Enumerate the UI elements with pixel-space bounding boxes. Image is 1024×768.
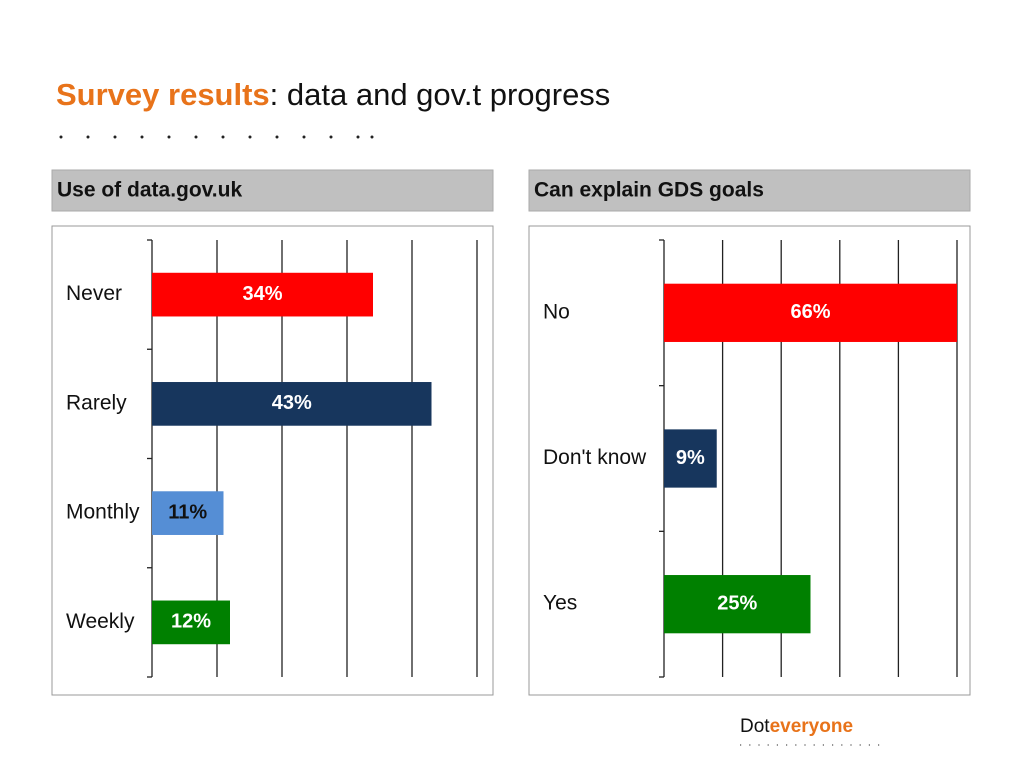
bars (152, 272, 432, 645)
chart: Can explain GDS goals No 66% Don't know 9% Ye… (528, 169, 971, 696)
category-label: Yes (543, 592, 577, 615)
title-dots (59, 135, 374, 139)
chart-header (51, 169, 494, 212)
category-label: Never (66, 282, 122, 305)
value-label: 11% (168, 501, 207, 523)
chart-title: Use of data.gov.uk (57, 179, 242, 202)
bar (664, 283, 957, 342)
title-rest: : data and gov.t progress (270, 77, 611, 112)
chart-title: Can explain GDS goals (534, 179, 764, 202)
value-label: 43% (272, 392, 312, 414)
value-label: 66% (790, 301, 830, 323)
value-label: 25% (717, 592, 757, 614)
chart-header (528, 169, 971, 212)
bar (664, 429, 717, 488)
value-label: 9% (676, 447, 705, 469)
category-label: Weekly (66, 610, 135, 633)
category-label: Rarely (66, 391, 127, 414)
chart: Use of data.gov.uk Never 34% Rarely 43% Month… (51, 169, 494, 696)
brand-everyone: everyone (770, 716, 853, 737)
title-highlight: Survey results (56, 77, 270, 112)
brand-dot: Dot (740, 716, 770, 737)
bar (152, 600, 230, 645)
bar (664, 575, 811, 634)
brand: Doteveryone (740, 716, 853, 737)
category-label: No (543, 300, 570, 323)
value-label: 34% (242, 283, 282, 305)
category-label: Monthly (66, 501, 140, 524)
slide-title: Survey results: data and gov.t progress (56, 77, 610, 112)
bar (152, 382, 432, 426)
category-label: Don't know (543, 446, 647, 469)
value-label: 12% (171, 611, 211, 633)
bars (664, 283, 957, 634)
bar (152, 272, 373, 317)
bar (152, 491, 224, 535)
